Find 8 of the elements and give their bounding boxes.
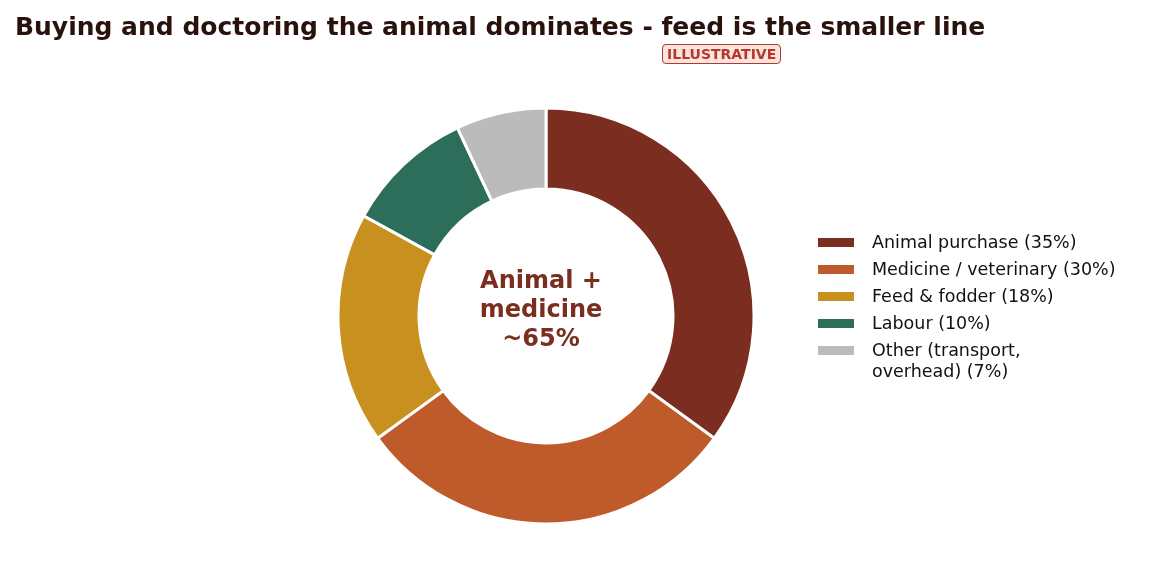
legend-label: Medicine / veterinary (30%) xyxy=(872,259,1116,280)
legend-label: Animal purchase (35%) xyxy=(872,232,1077,253)
legend-label: Other (transport, overhead) (7%) xyxy=(872,340,1021,382)
legend-label: Feed & fodder (18%) xyxy=(872,286,1054,307)
chart-title: Buying and doctoring the animal dominates - feed is the smaller line xyxy=(15,12,986,41)
text: ILLUSTRATIVE xyxy=(662,44,782,64)
legend-label: Labour (10%) xyxy=(872,313,991,334)
text: Animal + medicine ~65% xyxy=(478,266,604,353)
